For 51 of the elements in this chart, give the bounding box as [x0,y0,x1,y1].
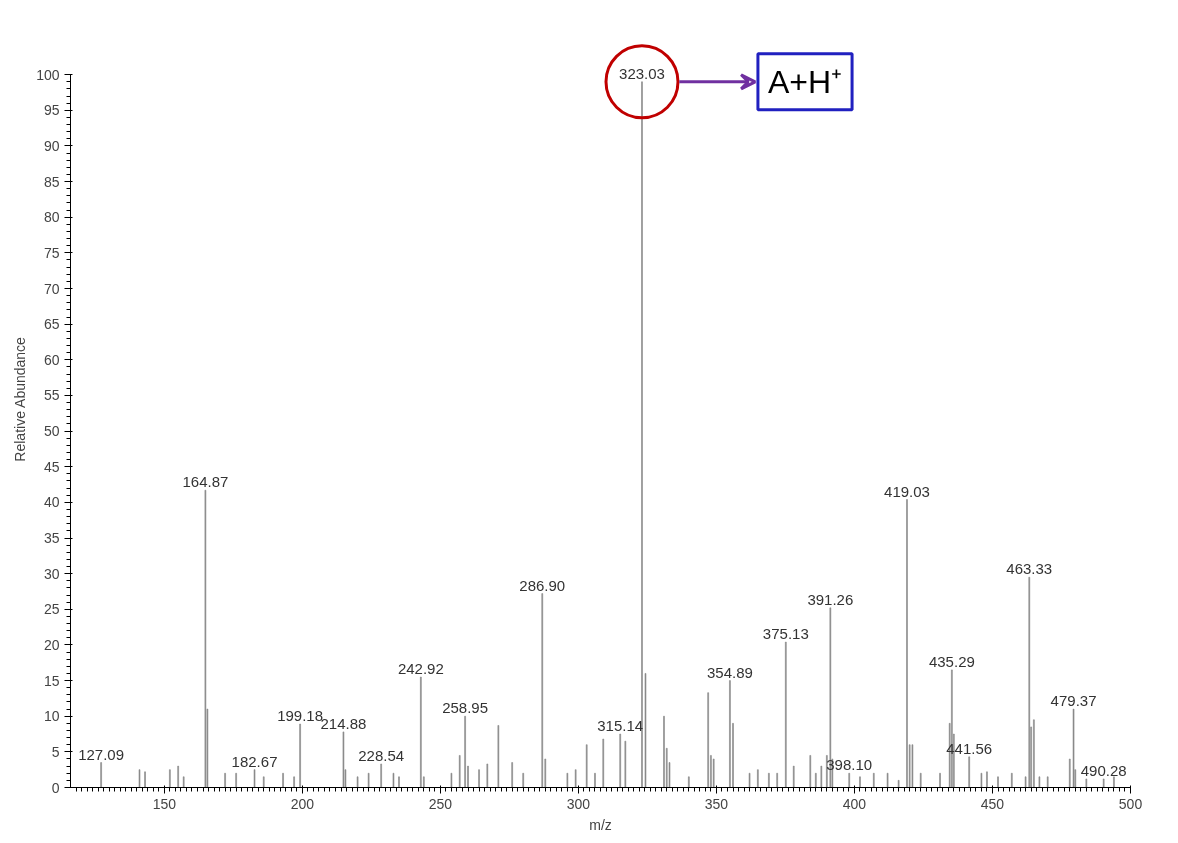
y-tick-label: 65 [43,316,60,333]
y-tick-label: 50 [43,423,60,440]
x-tick-label: 400 [842,795,867,812]
y-tick-label: 80 [43,209,60,226]
y-tick-label: 5 [51,743,60,760]
y-tick-label: 30 [43,565,60,582]
y-tick-label: 55 [43,387,60,404]
annotation: 419.03 [884,482,930,500]
y-tick-label: 95 [43,102,60,119]
annotation: 315.14 [597,717,644,735]
y-tick-label: 15 [43,672,60,689]
x-tick-label: 200 [290,795,315,812]
x-tick-label: 500 [1118,795,1143,812]
annotation: 242.92 [397,660,444,678]
x-tick-label: 150 [152,795,177,812]
y-tick-label: 20 [43,636,60,653]
annotation: 490.28 [1080,761,1127,779]
y-tick-label: 40 [43,494,60,511]
annotation: 375.13 [762,625,809,643]
y-tick-label: 10 [43,708,60,725]
annotation: 323.03 [619,64,665,82]
x-tick-label: 350 [704,795,729,812]
y-tick-label: 25 [43,601,60,618]
y-tick-label: 85 [43,173,60,190]
annotation: 127.09 [78,745,125,763]
x-tick-label: 250 [428,795,453,812]
annotation: 435.29 [928,652,975,670]
annotation: 354.89 [707,663,753,681]
y-tick-label: 90 [43,137,60,154]
annotation: 258.95 [442,699,489,717]
annotation: 164.87 [182,473,229,491]
x-tick-label: 450 [980,795,1005,812]
y-tick-label: 100 [36,66,60,83]
annotation: A+H⁺ [767,63,843,100]
y-tick-label: 75 [43,244,60,261]
annotation: 441.56 [946,739,993,757]
annotation: 479.37 [1050,692,1097,710]
annotation: 228.54 [358,746,405,764]
y-tick-label: 60 [43,351,60,368]
y-tick-label: 0 [51,779,60,796]
x-tick-label: 300 [566,795,591,812]
y-tick-label: 45 [43,458,60,475]
y-tick-label: 35 [43,530,60,546]
x-axis-title: m/z [589,816,612,833]
annotation: 463.33 [1006,560,1053,578]
annotation: 286.90 [519,576,566,594]
y-tick-label: 70 [43,280,60,297]
y-axis-title: Relative Abundance [12,336,29,462]
annotation: 182.67 [231,752,278,770]
annotation: 398.10 [826,756,873,774]
annotation: 391.26 [807,590,854,608]
